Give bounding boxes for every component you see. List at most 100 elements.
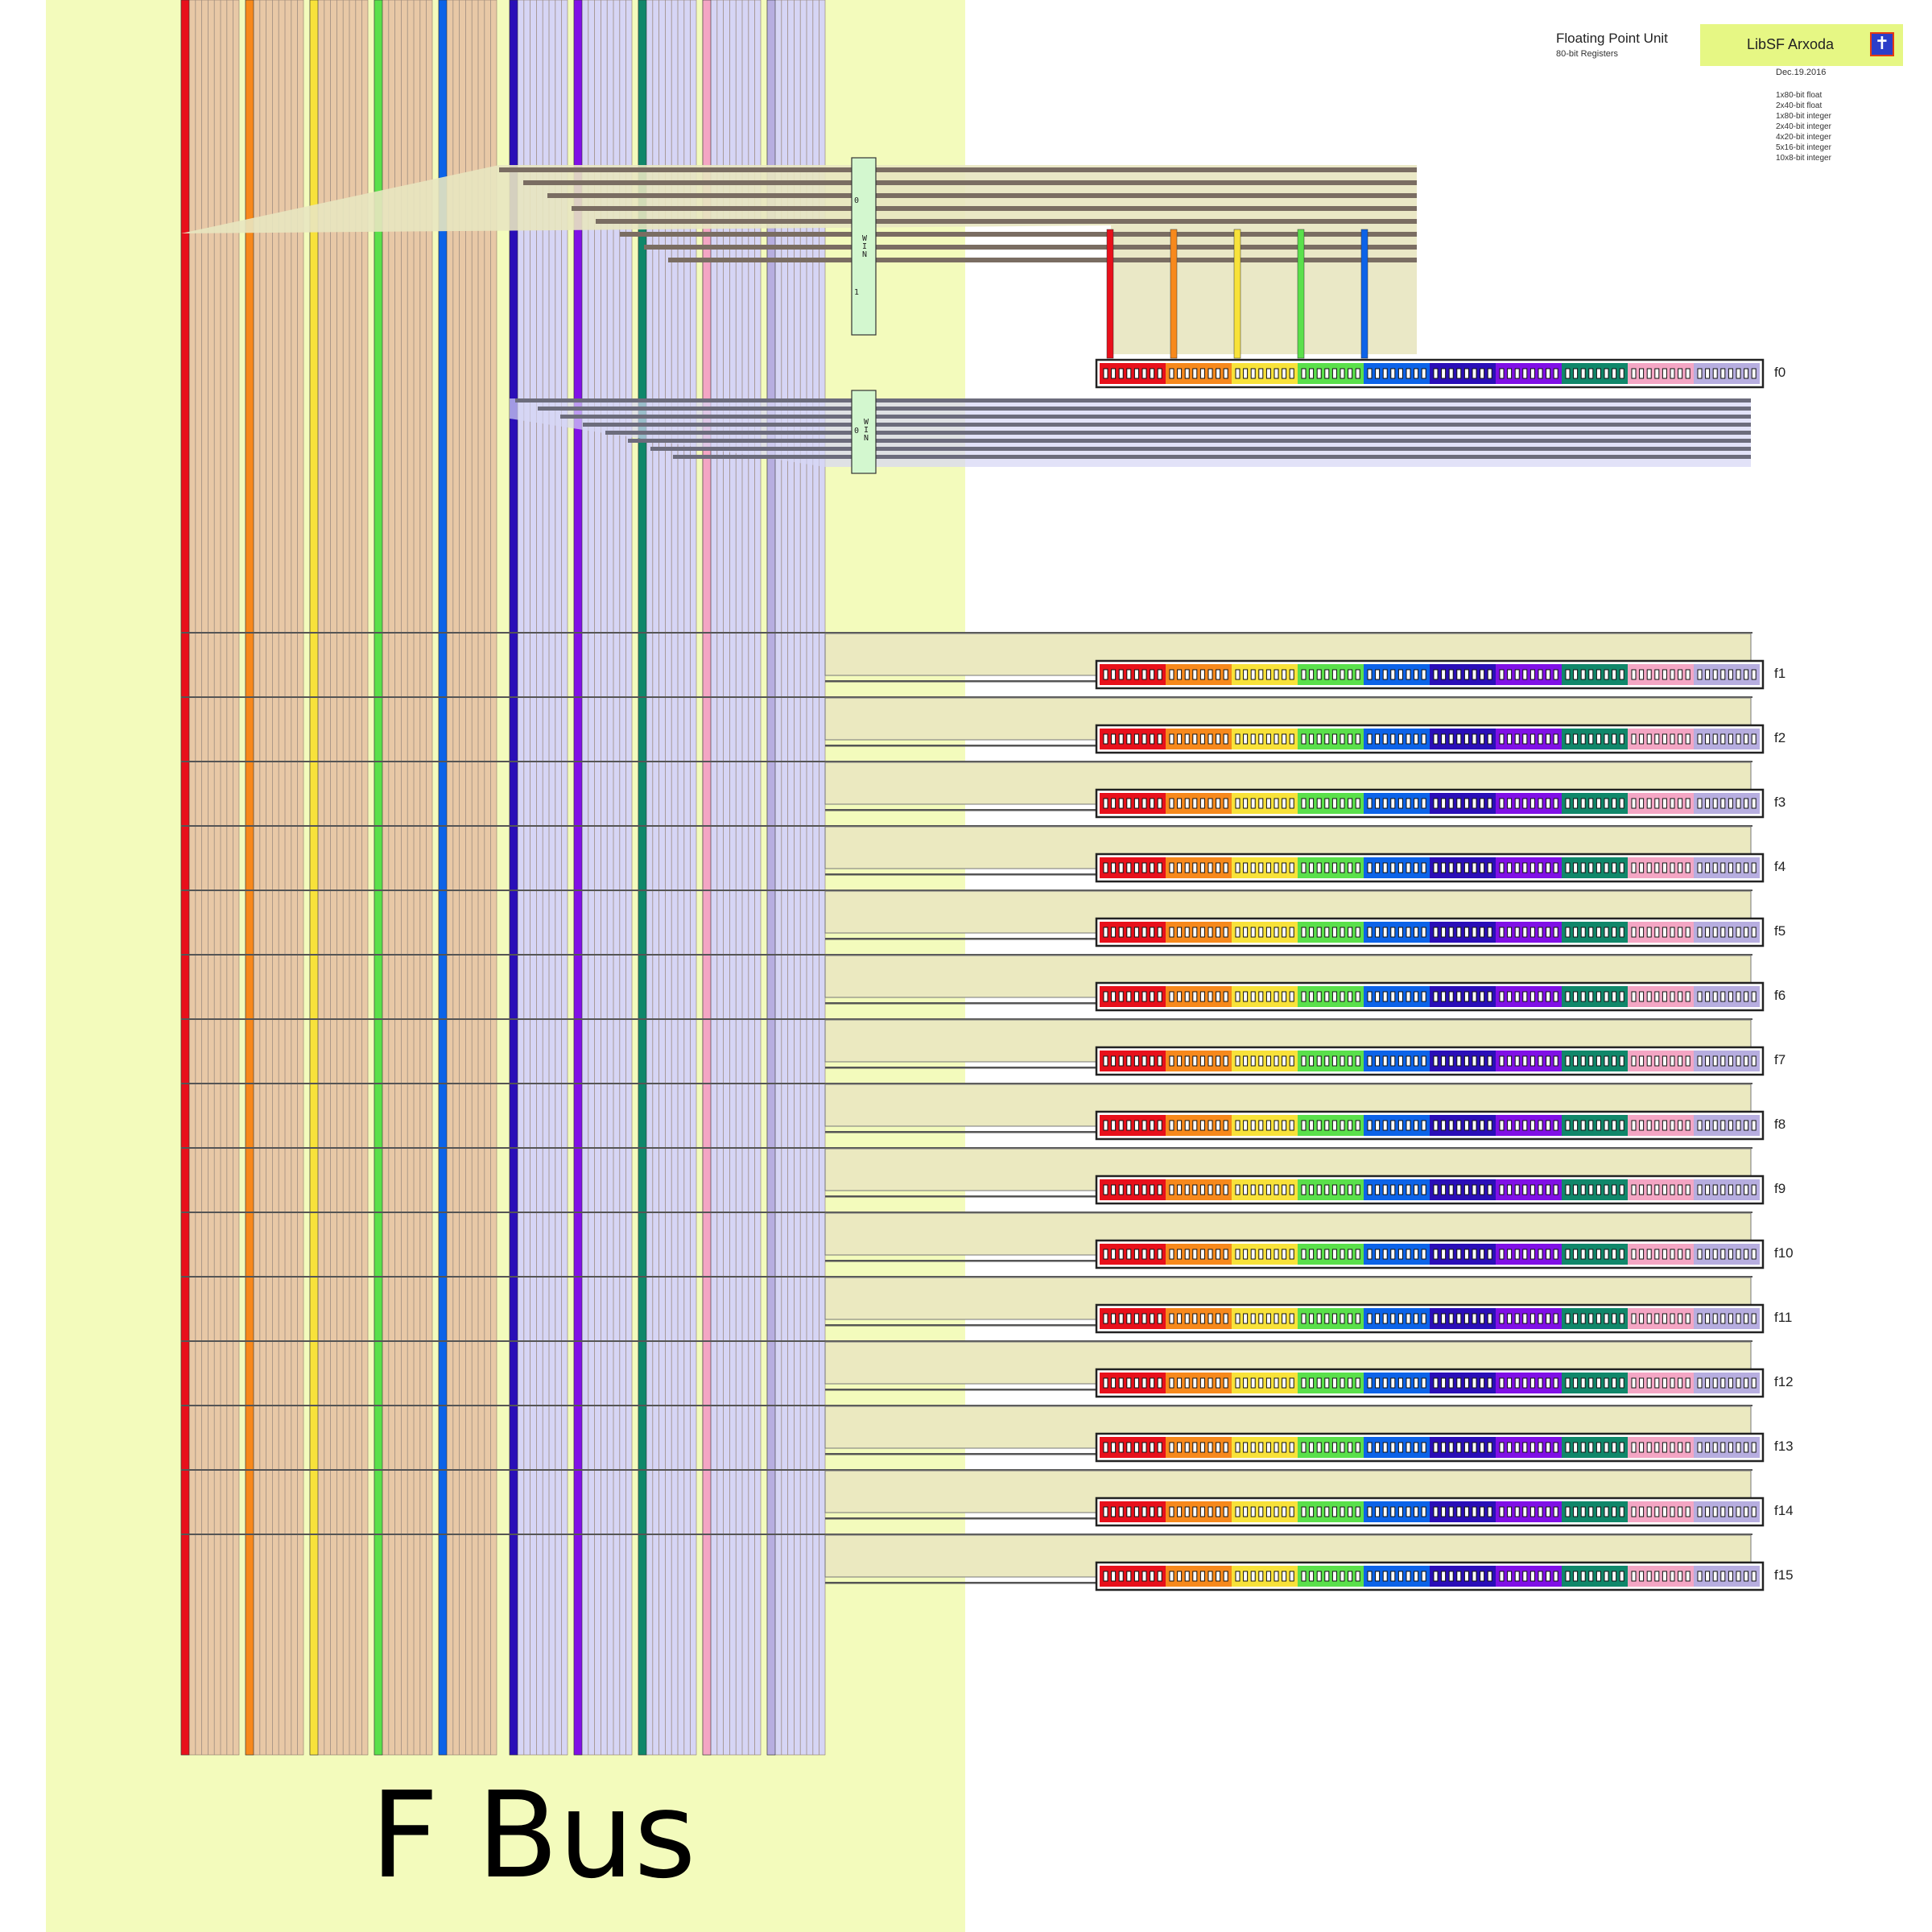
register-bit	[1390, 1313, 1396, 1324]
register-bit	[1580, 1120, 1586, 1131]
register-bit	[1265, 733, 1271, 745]
register-bit	[1331, 991, 1337, 1002]
register-bit	[1216, 798, 1221, 809]
register-bit	[1118, 1442, 1124, 1453]
register-bit	[1184, 368, 1190, 379]
register-bit	[1456, 927, 1462, 938]
register-bit	[1382, 733, 1388, 745]
register-bit	[1414, 1377, 1419, 1389]
register-bit	[1631, 1377, 1637, 1389]
register-bit	[1619, 1506, 1624, 1517]
register-bit	[1184, 798, 1190, 809]
register-bit	[1348, 368, 1353, 379]
register-bit	[1331, 1120, 1337, 1131]
register-bit	[1612, 368, 1617, 379]
register-bit	[1126, 1506, 1132, 1517]
register-bit	[1744, 1571, 1749, 1582]
mux-upper-letter: N	[862, 250, 867, 259]
register-bit	[1507, 798, 1513, 809]
register-bit	[1274, 1055, 1279, 1067]
register-bit	[1324, 862, 1330, 873]
register-bit	[1289, 1442, 1294, 1453]
register-bit	[1375, 1249, 1381, 1260]
row-tap-line	[181, 761, 1752, 762]
register-bit	[1573, 798, 1579, 809]
register-bit	[1414, 1120, 1419, 1131]
register-8-segment-8	[1628, 1115, 1694, 1136]
register-bit	[1685, 798, 1690, 809]
register-bit	[1631, 1442, 1637, 1453]
register-bit	[1662, 1055, 1667, 1067]
register-bit	[1216, 669, 1221, 680]
register-bit	[1397, 1055, 1403, 1067]
register-bit	[1223, 1571, 1228, 1582]
bus-group-high-2	[638, 0, 697, 1756]
register-bit	[1573, 1184, 1579, 1195]
register-bit	[1169, 862, 1174, 873]
register-bit	[1448, 733, 1454, 745]
register-bit	[1604, 1249, 1609, 1260]
register-bit	[1639, 862, 1645, 873]
register-bit	[1126, 1571, 1132, 1582]
register-bit	[1208, 927, 1213, 938]
register-bit	[1382, 927, 1388, 938]
register-bit	[1340, 733, 1345, 745]
register-bit	[1414, 1442, 1419, 1453]
register-bit	[1150, 733, 1155, 745]
register-bit	[1282, 927, 1287, 938]
register-bit	[1184, 1377, 1190, 1389]
register-bit	[1744, 1377, 1749, 1389]
register-0-segment-1	[1166, 363, 1232, 384]
register-bit	[1487, 1120, 1492, 1131]
row-tap-line	[181, 890, 1752, 891]
register-bit	[1192, 991, 1198, 1002]
register-bit	[1348, 1442, 1353, 1453]
register-bit	[1472, 1506, 1477, 1517]
register-bit	[1463, 1377, 1469, 1389]
register-11-segment-9	[1694, 1308, 1760, 1329]
register-13-segment-3	[1298, 1437, 1364, 1458]
register-bit	[1250, 1055, 1256, 1067]
register-bit	[1565, 798, 1571, 809]
register-bit	[1265, 927, 1271, 938]
register-6-segment-5	[1430, 986, 1496, 1007]
register-bit	[1744, 1506, 1749, 1517]
row-tap-line	[181, 1405, 1752, 1406]
register-bit	[1375, 1506, 1381, 1517]
register-3-segment-3	[1298, 793, 1364, 814]
register-bit	[1580, 1377, 1586, 1389]
register-bit	[1382, 1120, 1388, 1131]
register-bit	[1448, 1377, 1454, 1389]
register-bit	[1565, 927, 1571, 938]
register-bit	[1309, 1184, 1315, 1195]
register-bit	[1720, 669, 1726, 680]
register-bit	[1678, 368, 1683, 379]
register-bit	[1705, 669, 1711, 680]
register-bit	[1103, 862, 1108, 873]
register-bit	[1744, 1313, 1749, 1324]
register-bit	[1565, 368, 1571, 379]
register-bit	[1654, 1120, 1660, 1131]
bus-group-high-1-msb	[573, 0, 583, 1756]
register-bit	[1192, 1377, 1198, 1389]
register-bit	[1619, 1249, 1624, 1260]
register-bit	[1141, 991, 1147, 1002]
register-14-segment-0	[1100, 1501, 1166, 1522]
register-bit	[1103, 1120, 1108, 1131]
register-bit	[1744, 991, 1749, 1002]
register-bit	[1480, 1442, 1485, 1453]
register-bit	[1223, 1377, 1228, 1389]
register-bit	[1546, 991, 1551, 1002]
register-bit	[1216, 1313, 1221, 1324]
format-item: 1x80-bit float	[1776, 91, 1823, 100]
register-bit	[1118, 1184, 1124, 1195]
register-bit	[1736, 862, 1741, 873]
register-bit	[1184, 1506, 1190, 1517]
register-bit	[1301, 927, 1307, 938]
register-bit	[1712, 1442, 1718, 1453]
register-bit	[1375, 669, 1381, 680]
register-bit	[1150, 1442, 1155, 1453]
register-bit	[1463, 1249, 1469, 1260]
register-3-segment-8	[1628, 793, 1694, 814]
